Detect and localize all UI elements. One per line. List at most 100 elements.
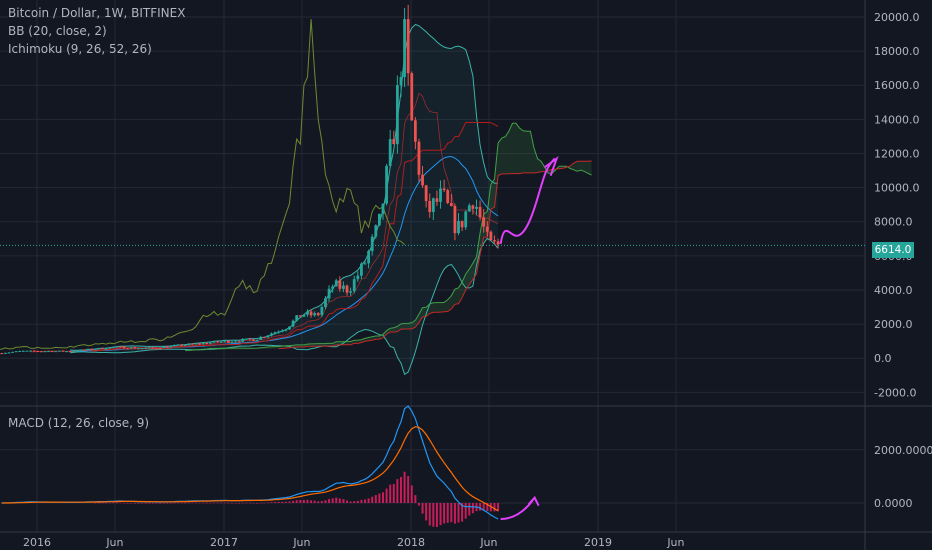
candle-47 bbox=[169, 345, 173, 348]
candle-body-15 bbox=[54, 351, 58, 353]
candle-58 bbox=[208, 342, 212, 345]
candle-27 bbox=[97, 347, 101, 350]
price-axis-label-9: 2000.0 bbox=[874, 318, 913, 331]
candle-111 bbox=[399, 71, 403, 97]
candle-7 bbox=[25, 350, 29, 352]
candle-body-52 bbox=[187, 343, 191, 346]
macd-histogram-bar-94 bbox=[338, 498, 341, 503]
macd-histogram-bar-121 bbox=[435, 503, 438, 528]
candle-body-46 bbox=[165, 346, 169, 348]
candle-body-76 bbox=[273, 332, 277, 334]
macd-histogram-bar-49 bbox=[177, 502, 180, 504]
macd-histogram-bar-69 bbox=[248, 502, 251, 504]
candle-19 bbox=[68, 351, 72, 353]
candle-body-39 bbox=[140, 348, 144, 350]
price-axis-label-2: 16000.0 bbox=[874, 79, 920, 92]
candle-130 bbox=[467, 203, 471, 212]
macd-histogram-bar-57 bbox=[205, 502, 208, 504]
candle-body-106 bbox=[381, 203, 385, 214]
symbol-label[interactable]: Bitcoin / Dollar, 1W, BITFINEX bbox=[8, 6, 186, 20]
ichimoku-indicator-label[interactable]: Ichimoku (9, 26, 52, 26) bbox=[8, 42, 152, 56]
candle-68 bbox=[244, 338, 248, 340]
price-axis-label-1: 18000.0 bbox=[874, 45, 920, 58]
candle-54 bbox=[194, 343, 198, 345]
time-axis-label-7: 2019 bbox=[584, 536, 612, 549]
macd-histogram-bar-86 bbox=[310, 500, 313, 503]
candle-body-37 bbox=[133, 347, 137, 349]
candle-129 bbox=[464, 210, 468, 230]
candle-74 bbox=[266, 334, 270, 339]
candle-body-88 bbox=[316, 313, 320, 316]
price-pane[interactable] bbox=[0, 4, 865, 376]
candle-32 bbox=[115, 345, 119, 348]
candle-113 bbox=[406, 4, 410, 86]
candle-102 bbox=[367, 249, 371, 269]
candle-83 bbox=[298, 315, 302, 317]
macd-histogram-bar-35 bbox=[126, 502, 129, 504]
candle-body-62 bbox=[223, 340, 227, 342]
candle-80 bbox=[288, 326, 291, 330]
candle-116 bbox=[417, 138, 421, 182]
candle-body-121 bbox=[435, 198, 439, 202]
candle-body-8 bbox=[29, 350, 32, 352]
candle-body-111 bbox=[399, 77, 403, 86]
candle-body-134 bbox=[482, 217, 486, 227]
candle-body-54 bbox=[194, 343, 198, 345]
candle-64 bbox=[230, 341, 234, 343]
candle-body-112 bbox=[403, 19, 406, 78]
candle-body-67 bbox=[241, 339, 245, 342]
bb-indicator-label[interactable]: BB (20, close, 2) bbox=[8, 24, 107, 38]
candle-body-75 bbox=[270, 333, 273, 336]
candle-body-61 bbox=[219, 341, 223, 343]
macd-histogram-bar-115 bbox=[414, 495, 417, 503]
macd-histogram-bar-72 bbox=[259, 502, 262, 504]
candle-11 bbox=[39, 351, 43, 353]
candle-60 bbox=[216, 341, 219, 343]
macd-histogram-bar-98 bbox=[353, 501, 356, 503]
candle-body-60 bbox=[216, 341, 219, 343]
candle-41 bbox=[147, 347, 151, 349]
candle-2 bbox=[7, 352, 11, 354]
projection-arrow-main bbox=[499, 157, 556, 245]
candle-body-91 bbox=[327, 288, 331, 299]
macd-histogram-bar-92 bbox=[331, 498, 334, 503]
candle-107 bbox=[385, 163, 388, 206]
macd-indicator-label[interactable]: MACD (12, 26, close, 9) bbox=[8, 416, 150, 430]
macd-histogram-bar-127 bbox=[457, 503, 460, 523]
price-axis-label-6: 8000.0 bbox=[874, 216, 913, 229]
macd-histogram-bar-42 bbox=[151, 503, 154, 504]
macd-pane[interactable] bbox=[1, 405, 540, 528]
candle-body-35 bbox=[126, 348, 130, 350]
candle-104 bbox=[374, 224, 378, 239]
candle-body-1 bbox=[3, 352, 7, 354]
price-axis-label-3: 14000.0 bbox=[874, 113, 920, 126]
macd-histogram-bar-122 bbox=[439, 503, 442, 526]
macd-histogram-bar-130 bbox=[468, 503, 471, 516]
candle-90 bbox=[324, 296, 327, 310]
candles bbox=[0, 4, 500, 355]
candle-body-78 bbox=[280, 330, 284, 332]
candle-117 bbox=[421, 165, 424, 188]
macd-histogram-bar-58 bbox=[209, 502, 212, 504]
candle-body-18 bbox=[65, 351, 68, 353]
candle-70 bbox=[252, 339, 255, 342]
candle-128 bbox=[460, 220, 464, 232]
candle-133 bbox=[478, 200, 482, 221]
candle-body-2 bbox=[7, 352, 11, 354]
candle-body-115 bbox=[413, 120, 417, 142]
candle-body-127 bbox=[457, 220, 460, 234]
candle-13 bbox=[47, 350, 50, 353]
time-axis-label-8: Jun bbox=[666, 536, 684, 549]
candle-36 bbox=[129, 347, 133, 349]
price-axis-label-11: -2000.0 bbox=[874, 386, 916, 399]
candle-body-109 bbox=[392, 139, 396, 145]
candle-body-64 bbox=[230, 341, 234, 343]
candle-35 bbox=[126, 347, 130, 350]
macd-histogram-bar-124 bbox=[446, 503, 449, 523]
candle-66 bbox=[237, 340, 241, 343]
candle-body-103 bbox=[370, 236, 374, 251]
candle-body-73 bbox=[262, 336, 266, 338]
macd-histogram-bar-138 bbox=[497, 503, 500, 512]
macd-histogram-bar-51 bbox=[184, 502, 187, 504]
